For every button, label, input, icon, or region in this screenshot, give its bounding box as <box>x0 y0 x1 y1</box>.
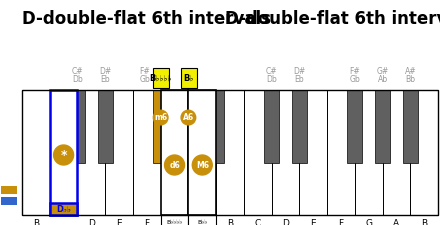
Text: G: G <box>365 219 372 225</box>
Text: *: * <box>60 148 67 162</box>
Circle shape <box>192 155 212 175</box>
Bar <box>22 90 50 215</box>
Bar <box>133 90 161 215</box>
Text: B♭: B♭ <box>183 74 194 83</box>
Text: C#: C# <box>266 67 277 76</box>
Bar <box>161 90 188 215</box>
Text: C: C <box>255 219 261 225</box>
Bar <box>161 215 188 225</box>
Bar <box>188 215 216 225</box>
Circle shape <box>165 155 184 175</box>
Text: basicmusictheory.com: basicmusictheory.com <box>7 84 11 132</box>
Text: d6: d6 <box>169 160 180 169</box>
Bar <box>292 90 307 162</box>
Text: C#: C# <box>72 67 83 76</box>
Bar <box>347 90 363 162</box>
Bar <box>22 90 438 215</box>
Bar <box>161 90 188 215</box>
Bar <box>403 90 418 162</box>
Text: Gb: Gb <box>139 75 150 84</box>
Text: M6: M6 <box>196 160 209 169</box>
Text: D-double-flat 6th intervals: D-double-flat 6th intervals <box>22 10 271 28</box>
Text: F#: F# <box>349 67 360 76</box>
Bar <box>375 90 390 162</box>
Text: E: E <box>310 219 316 225</box>
Bar <box>382 90 410 215</box>
Text: D#: D# <box>99 67 111 76</box>
Bar <box>264 90 279 162</box>
Text: A: A <box>393 219 400 225</box>
Text: Ab: Ab <box>378 75 388 84</box>
Bar <box>244 90 271 215</box>
Text: Gb: Gb <box>349 75 360 84</box>
Bar <box>299 90 327 215</box>
Bar <box>181 68 197 88</box>
Text: A6: A6 <box>183 113 194 122</box>
Bar <box>410 90 438 215</box>
Bar <box>50 90 77 215</box>
Text: B♭♭: B♭♭ <box>197 220 207 225</box>
Bar <box>77 90 105 215</box>
Text: B: B <box>421 219 427 225</box>
Bar <box>50 203 77 215</box>
Bar <box>50 90 77 215</box>
Text: D-double-flat 6th intervals: D-double-flat 6th intervals <box>225 10 440 28</box>
Bar <box>70 90 85 162</box>
Text: Db: Db <box>72 75 83 84</box>
Bar <box>355 90 382 215</box>
Text: E: E <box>116 219 122 225</box>
Text: D♭♭: D♭♭ <box>56 205 71 214</box>
Text: B♭♭♭♭: B♭♭♭♭ <box>150 74 172 83</box>
Bar <box>153 90 168 162</box>
Text: G#: G# <box>376 67 389 76</box>
Circle shape <box>54 145 73 165</box>
Text: D#: D# <box>293 67 305 76</box>
Text: Eb: Eb <box>100 75 110 84</box>
Bar <box>271 90 299 215</box>
Text: m6: m6 <box>154 113 167 122</box>
Circle shape <box>154 110 168 125</box>
Text: Eb: Eb <box>294 75 304 84</box>
Text: A#: A# <box>404 67 416 76</box>
Text: Bb: Bb <box>405 75 415 84</box>
Bar <box>98 90 113 162</box>
Bar <box>188 90 216 215</box>
Bar <box>216 90 244 215</box>
Bar <box>181 90 196 162</box>
Text: F#: F# <box>139 67 150 76</box>
Text: B♭♭♭♭: B♭♭♭♭ <box>166 220 183 225</box>
Text: D: D <box>88 219 95 225</box>
Bar <box>209 90 224 162</box>
Text: D: D <box>282 219 289 225</box>
Text: F: F <box>338 219 344 225</box>
Text: Db: Db <box>266 75 277 84</box>
Bar <box>1 197 17 205</box>
Bar <box>153 68 169 88</box>
Text: F: F <box>144 219 149 225</box>
Bar <box>105 90 133 215</box>
Bar <box>1 186 17 194</box>
Bar <box>327 90 355 215</box>
Text: B: B <box>227 219 233 225</box>
Text: B: B <box>33 219 39 225</box>
Bar <box>188 90 216 215</box>
Circle shape <box>181 110 196 125</box>
